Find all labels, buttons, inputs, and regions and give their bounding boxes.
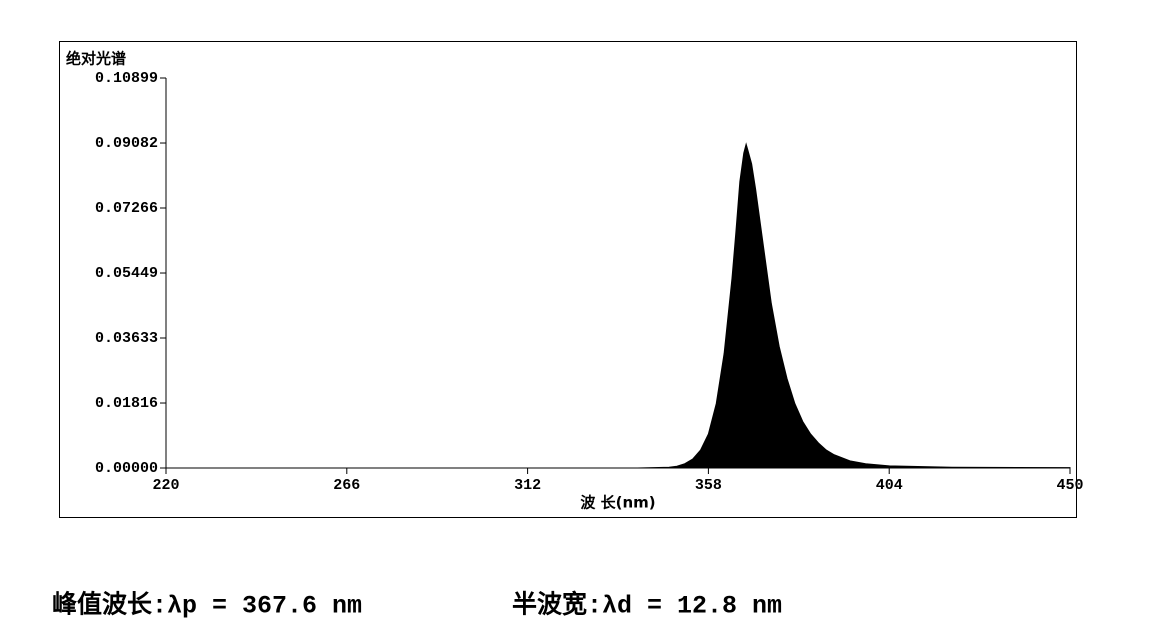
- x-tick-label: 220: [152, 477, 179, 494]
- chart-frame: [59, 41, 1077, 518]
- spectrum-area: [166, 142, 1071, 469]
- y-tick-label: 0.03633: [95, 330, 158, 347]
- y-tick-label: 0.10899: [95, 70, 158, 87]
- width-annotation: 半波宽:λd = 12.8 nm: [512, 590, 782, 621]
- x-axis-title: 波 长(nm): [580, 494, 655, 512]
- y-tick-label: 0.01816: [95, 395, 158, 412]
- y-tick-label: 0.00000: [95, 460, 158, 477]
- y-axis-title: 绝对光谱: [66, 50, 126, 68]
- y-tick-label: 0.09082: [95, 135, 158, 152]
- x-tick-label: 266: [333, 477, 360, 494]
- x-tick-label: 312: [514, 477, 541, 494]
- x-tick-label: 450: [1056, 477, 1083, 494]
- x-tick-label: 358: [695, 477, 722, 494]
- peak-annotation: 峰值波长:λp = 367.6 nm: [52, 590, 362, 621]
- x-tick-label: 404: [876, 477, 903, 494]
- y-tick-label: 0.07266: [95, 200, 158, 217]
- y-tick-label: 0.05449: [95, 265, 158, 282]
